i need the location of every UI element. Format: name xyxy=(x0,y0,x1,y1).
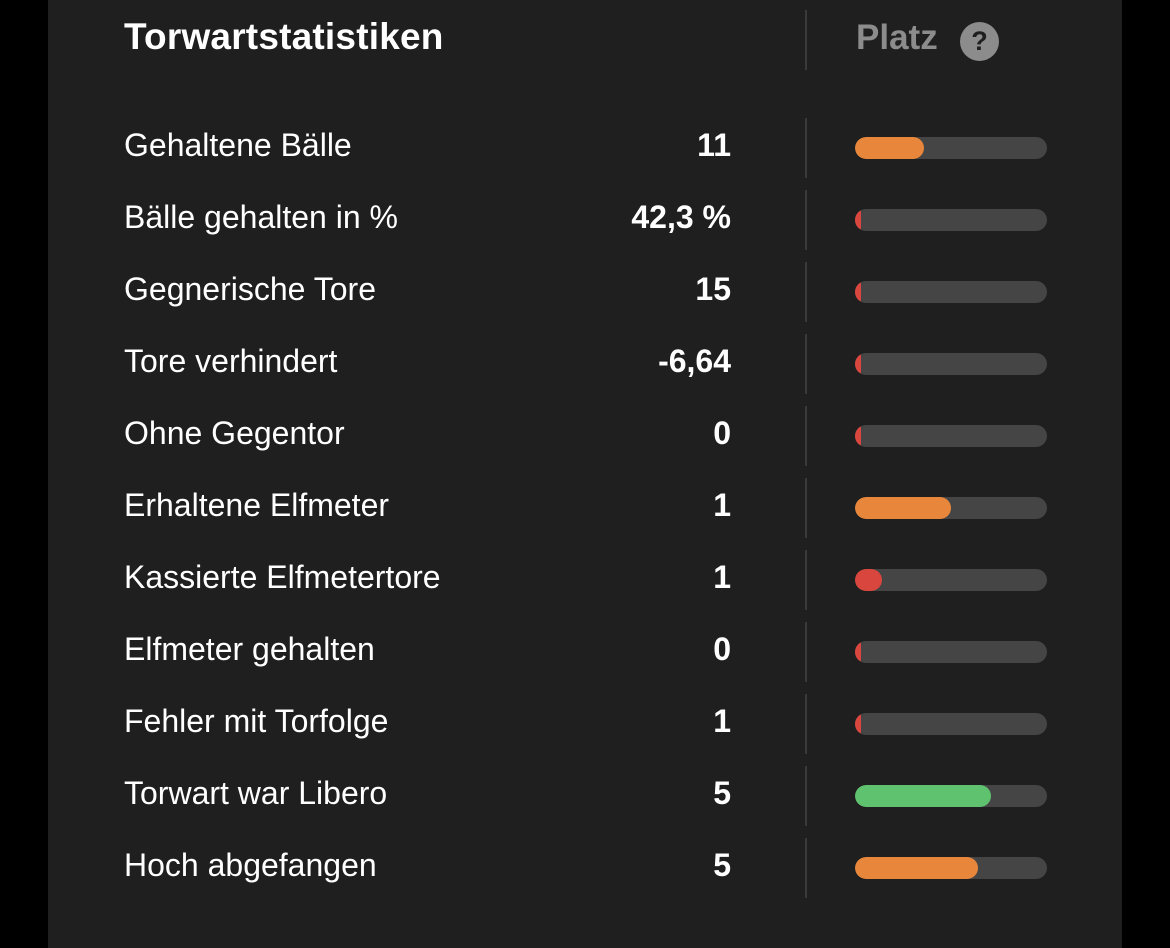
rank-bar-track xyxy=(855,785,1047,807)
rank-bar-fill xyxy=(855,713,861,735)
stat-value: -6,64 xyxy=(658,343,731,379)
rank-bar-fill xyxy=(855,281,861,303)
stat-label: Elfmeter gehalten xyxy=(124,631,375,667)
rank-bar-track xyxy=(855,209,1047,231)
rank-bar-track xyxy=(855,641,1047,663)
rank-bar-track xyxy=(855,569,1047,591)
stat-value: 15 xyxy=(695,271,731,307)
stat-label: Gegnerische Tore xyxy=(124,271,376,307)
stats-header: Torwartstatistiken Platz ? xyxy=(48,0,1122,80)
column-divider xyxy=(805,334,807,394)
column-divider xyxy=(805,190,807,250)
stat-label: Ohne Gegentor xyxy=(124,415,345,451)
stat-value: 11 xyxy=(697,127,731,163)
column-divider xyxy=(805,478,807,538)
rank-bar-fill xyxy=(855,497,951,519)
column-divider xyxy=(805,622,807,682)
stat-row: Gegnerische Tore 15 xyxy=(48,256,1122,328)
column-divider xyxy=(805,838,807,898)
column-divider xyxy=(805,766,807,826)
rank-bar-track xyxy=(855,137,1047,159)
stat-row: Kassierte Elfmetertore 1 xyxy=(48,544,1122,616)
stat-value: 1 xyxy=(713,703,731,739)
stat-row: Hoch abgefangen 5 xyxy=(48,832,1122,904)
help-icon[interactable]: ? xyxy=(960,22,999,61)
stat-value: 42,3 % xyxy=(631,199,731,235)
rank-column-label: Platz xyxy=(856,18,938,57)
rank-bar-track xyxy=(855,281,1047,303)
rank-bar-fill xyxy=(855,353,861,375)
stat-value: 0 xyxy=(713,631,731,667)
stat-value: 5 xyxy=(713,847,731,883)
column-divider xyxy=(805,262,807,322)
stats-list: Gehaltene Bälle 11 Bälle gehalten in % 42,3… xyxy=(48,112,1122,904)
rank-bar-track xyxy=(855,425,1047,447)
stat-row: Fehler mit Torfolge 1 xyxy=(48,688,1122,760)
stat-label: Erhaltene Elfmeter xyxy=(124,487,390,523)
stat-label: Hoch abgefangen xyxy=(124,847,377,883)
rank-bar-fill xyxy=(855,209,861,231)
rank-bar-track xyxy=(855,713,1047,735)
stat-label: Kassierte Elfmetertore xyxy=(124,559,441,595)
stat-row: Tore verhindert -6,64 xyxy=(48,328,1122,400)
stat-label: Torwart war Libero xyxy=(124,775,388,811)
stat-row: Gehaltene Bälle 11 xyxy=(48,112,1122,184)
column-divider xyxy=(805,118,807,178)
rank-bar-track xyxy=(855,353,1047,375)
rank-bar-fill xyxy=(855,425,861,447)
column-divider xyxy=(805,406,807,466)
column-divider xyxy=(805,10,807,70)
stat-row: Elfmeter gehalten 0 xyxy=(48,616,1122,688)
rank-bar-track xyxy=(855,497,1047,519)
rank-bar-fill xyxy=(855,857,978,879)
rank-bar-fill xyxy=(855,569,882,591)
rank-bar-track xyxy=(855,857,1047,879)
section-title: Torwartstatistiken xyxy=(124,16,444,57)
stat-label: Bälle gehalten in % xyxy=(124,199,398,235)
stat-value: 1 xyxy=(713,487,731,523)
column-divider xyxy=(805,694,807,754)
rank-bar-fill xyxy=(855,785,992,807)
stat-value: 5 xyxy=(713,775,731,811)
stat-label: Gehaltene Bälle xyxy=(124,127,352,163)
stat-row: Torwart war Libero 5 xyxy=(48,760,1122,832)
stat-row: Ohne Gegentor 0 xyxy=(48,400,1122,472)
rank-bar-fill xyxy=(855,641,861,663)
rank-bar-fill xyxy=(855,137,925,159)
column-divider xyxy=(805,550,807,610)
stat-row: Bälle gehalten in % 42,3 % xyxy=(48,184,1122,256)
goalkeeper-stats-panel: Torwartstatistiken Platz ? Gehaltene Bäl… xyxy=(48,0,1122,948)
stat-label: Tore verhindert xyxy=(124,343,338,379)
stat-label: Fehler mit Torfolge xyxy=(124,703,389,739)
stat-value: 1 xyxy=(713,559,731,595)
stat-row: Erhaltene Elfmeter 1 xyxy=(48,472,1122,544)
stat-value: 0 xyxy=(713,415,731,451)
